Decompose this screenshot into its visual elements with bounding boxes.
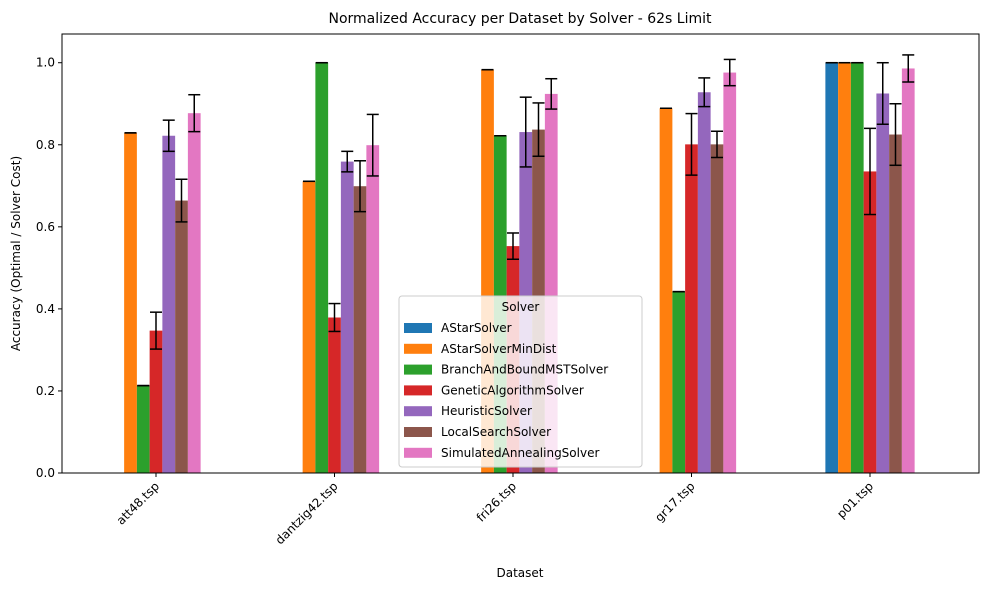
- y-axis: 0.0 0.2 0.4 0.6 0.8 1.0: [36, 56, 62, 480]
- error-bar: [698, 77, 711, 108]
- bar: [124, 132, 137, 473]
- bar: [710, 144, 724, 473]
- error-bar: [711, 130, 723, 159]
- legend-label: AStarSolverMinDist: [441, 342, 557, 356]
- y-tick-label: 0.6: [36, 220, 55, 234]
- plot-frame: [61, 33, 980, 474]
- y-tick-label: 0.4: [36, 302, 55, 316]
- error-bar: [175, 178, 188, 223]
- bar: [901, 68, 915, 474]
- bar: [175, 200, 188, 473]
- bar: [659, 108, 673, 473]
- error-bar: [545, 77, 558, 110]
- error-bar: [507, 232, 519, 260]
- legend-label: LocalSearchSolver: [441, 425, 551, 439]
- legend-item: AStarSolverMinDist: [404, 342, 557, 356]
- legend-box: [398, 295, 643, 468]
- legend-label: AStarSolver: [441, 321, 512, 335]
- error-bar: [162, 119, 175, 153]
- bar: [353, 186, 367, 473]
- x-tick-label: p01.tsp: [834, 479, 876, 521]
- error-bar: [876, 61, 889, 126]
- error-bar: [685, 112, 698, 176]
- x-tick-label: fri26.tsp: [474, 479, 519, 524]
- x-tick-label: gr17.tsp: [652, 479, 697, 524]
- bar: [697, 92, 711, 473]
- error-bar: [902, 54, 915, 83]
- y-tick-label: 1.0: [36, 56, 55, 70]
- bar: [672, 291, 686, 473]
- bar: [302, 181, 316, 474]
- legend-swatch: [404, 343, 432, 354]
- bar: [162, 135, 176, 473]
- bar: [685, 144, 698, 473]
- bar: [876, 93, 890, 474]
- error-bar: [188, 93, 201, 133]
- x-tick-label: dantzig42.tsp: [273, 479, 341, 547]
- bar: [136, 385, 150, 473]
- legend-swatch: [404, 447, 432, 458]
- error-bar: [150, 311, 162, 350]
- error-bar: [723, 58, 736, 87]
- y-tick-label: 0.2: [36, 384, 55, 398]
- error-bar: [864, 127, 876, 216]
- legend-item: LocalSearchSolver: [404, 425, 551, 439]
- error-bar: [519, 96, 532, 168]
- bar: [366, 145, 380, 473]
- error-bar: [532, 102, 545, 158]
- x-axis: att48.tsp dantzig42.tsp fri26.tsp gr17.tsp p…: [114, 473, 876, 547]
- legend-swatch: [404, 364, 432, 375]
- error-bar: [354, 160, 366, 213]
- legend: Solver AStarSolver AStarSolverMinDist Branc…: [398, 295, 643, 468]
- bar: [315, 62, 329, 473]
- y-axis-label: Accuracy (Optimal / Solver Cost): [9, 156, 23, 351]
- bar: [340, 161, 354, 473]
- bar: [723, 72, 737, 473]
- legend-swatch: [404, 427, 432, 437]
- bar: [187, 113, 201, 474]
- x-tick-label: att48.tsp: [114, 479, 162, 527]
- legend-title: Solver: [502, 300, 540, 314]
- error-bar: [328, 302, 341, 333]
- legend-item: BranchAndBoundMSTSolver: [404, 363, 608, 377]
- bar: [889, 134, 902, 473]
- legend-label: SimulatedAnnealingSolver: [441, 446, 599, 460]
- legend-swatch: [404, 323, 432, 333]
- bar: [863, 171, 877, 473]
- legend-swatch: [404, 406, 432, 417]
- legend-item: GeneticAlgorithmSolver: [404, 383, 584, 397]
- error-bar: [366, 113, 379, 177]
- y-tick-label: 0.8: [36, 138, 55, 152]
- legend-item: HeuristicSolver: [404, 404, 532, 418]
- legend-item: AStarSolver: [404, 321, 512, 335]
- bar: [328, 317, 341, 473]
- x-axis-label: Dataset: [497, 566, 544, 580]
- error-bar: [341, 150, 354, 173]
- legend-swatch: [404, 385, 432, 396]
- legend-label: HeuristicSolver: [441, 404, 532, 418]
- legend-label: BranchAndBoundMSTSolver: [441, 363, 608, 377]
- bar: [850, 62, 864, 473]
- bar: [825, 62, 839, 473]
- bar: [149, 330, 163, 473]
- error-bar: [889, 102, 902, 167]
- chart-title: Normalized Accuracy per Dataset by Solve…: [328, 11, 712, 27]
- y-tick-label: 0.0: [36, 466, 55, 480]
- legend-item: SimulatedAnnealingSolver: [404, 446, 599, 460]
- error-bars-layer: [124, 54, 915, 387]
- legend-label: GeneticAlgorithmSolver: [441, 383, 584, 397]
- bar: [838, 62, 851, 473]
